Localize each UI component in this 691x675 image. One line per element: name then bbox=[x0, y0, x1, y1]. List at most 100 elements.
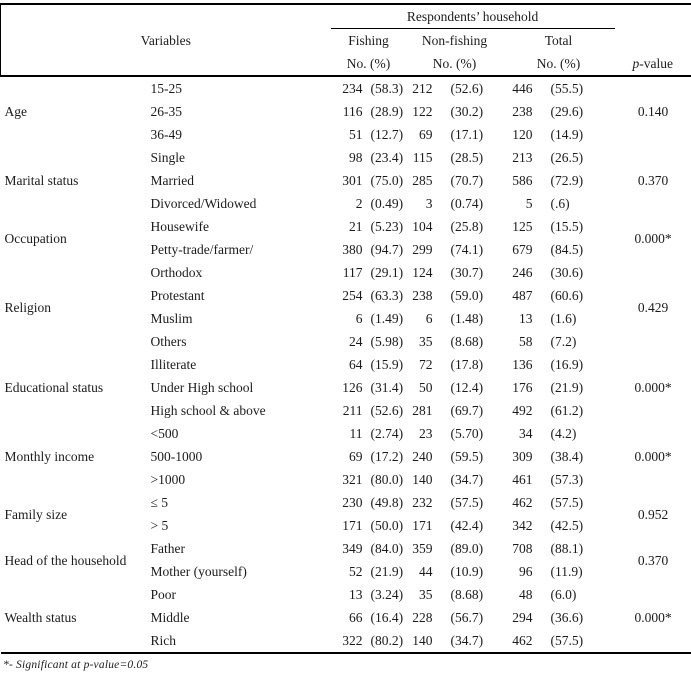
header-spacer bbox=[614, 4, 691, 29]
non-fishing-count: 35 bbox=[419, 334, 433, 349]
fishing-percent: (0.49) bbox=[370, 196, 404, 211]
total-count: 294 bbox=[512, 610, 533, 625]
fishing-count: 69 bbox=[349, 449, 363, 464]
fishing-count: 254 bbox=[342, 288, 363, 303]
non-fishing-count: 240 bbox=[412, 449, 433, 464]
category-label: Under High school bbox=[150, 380, 254, 395]
total-percent: (84.5) bbox=[550, 242, 584, 257]
total-count: 446 bbox=[512, 81, 533, 96]
non-fishing-percent: (56.7) bbox=[450, 610, 484, 625]
fishing-count: 117 bbox=[342, 265, 363, 280]
fishing-percent: (2.74) bbox=[370, 426, 404, 441]
category-label: Housewife bbox=[150, 219, 209, 234]
fishing-percent: (5.98) bbox=[370, 334, 404, 349]
table-row: Middle 66 (16.4) 228 (56.7) 294 (36.6) bbox=[1, 606, 691, 629]
group-label: Religion bbox=[4, 299, 52, 315]
non-fishing-percent: (10.9) bbox=[450, 564, 484, 579]
header-spacer bbox=[614, 28, 691, 52]
non-fishing-count: 6 bbox=[425, 311, 433, 326]
total-percent: (4.2) bbox=[550, 426, 577, 441]
non-fishing-count: 72 bbox=[419, 357, 433, 372]
fishing-percent: (63.3) bbox=[370, 288, 404, 303]
total-percent: (72.9) bbox=[550, 173, 584, 188]
fishing-percent: (29.1) bbox=[370, 265, 404, 280]
fishing-count: 171 bbox=[342, 518, 363, 533]
fishing-percent: (5.23) bbox=[370, 219, 404, 234]
total-count: 492 bbox=[512, 403, 533, 418]
fishing-count: 51 bbox=[349, 127, 363, 142]
group-label: Age bbox=[4, 104, 28, 119]
fishing-percent: (31.4) bbox=[370, 380, 404, 395]
total-count: 48 bbox=[519, 587, 533, 602]
fishing-header: Fishing bbox=[348, 33, 389, 48]
category-label: ≤ 5 bbox=[150, 495, 169, 510]
total-no-pct-header: No. (%) bbox=[502, 52, 615, 77]
total-percent: (38.4) bbox=[550, 449, 584, 464]
non-fishing-header: Non-fishing bbox=[421, 33, 488, 48]
fishing-count: 322 bbox=[342, 633, 363, 648]
fishing-count: 21 bbox=[349, 219, 363, 234]
category-label: Father bbox=[150, 541, 186, 556]
table-row: Age 15-25 234 (58.3) 212 (52.6) 446 (55.5) 0.140 bbox=[1, 76, 691, 119]
fishing-count: 321 bbox=[342, 472, 363, 487]
non-fishing-count: 359 bbox=[412, 541, 433, 556]
non-fishing-count: 50 bbox=[419, 380, 433, 395]
category-label: Mother (yourself) bbox=[150, 564, 247, 579]
total-count: 461 bbox=[512, 472, 533, 487]
significance-footnote: *- Significant at p-value=0.05 bbox=[3, 659, 149, 671]
total-percent: (30.6) bbox=[550, 265, 584, 280]
non-fishing-count: 238 bbox=[412, 288, 433, 303]
p-value: 0.952 bbox=[637, 506, 669, 522]
fishing-percent: (75.0) bbox=[370, 173, 404, 188]
table-row: Occupation Housewife 21 (5.23) 104 (25.8) 125 (… bbox=[1, 215, 691, 246]
total-percent: (11.9) bbox=[550, 564, 583, 579]
category-label: <500 bbox=[150, 426, 179, 441]
category-label: High school & above bbox=[150, 403, 266, 418]
total-percent: (14.9) bbox=[550, 127, 584, 142]
group-label: Occupation bbox=[4, 230, 67, 246]
category-label: Muslim bbox=[150, 311, 193, 326]
non-fishing-count: 281 bbox=[412, 403, 433, 418]
total-percent: (55.5) bbox=[550, 81, 584, 96]
fishing-count: 126 bbox=[342, 380, 363, 395]
p-value: 0.000* bbox=[634, 449, 672, 464]
p-value: 0.000* bbox=[634, 380, 672, 395]
total-percent: (7.2) bbox=[550, 334, 577, 349]
table-row: 26-35 116 (28.9) 122 (30.2) 238 (29.6) bbox=[1, 100, 691, 123]
total-count: 13 bbox=[519, 311, 533, 326]
non-fishing-percent: (30.7) bbox=[450, 265, 484, 280]
total-count: 136 bbox=[512, 357, 533, 372]
respondents-household-header: Respondents’ household bbox=[330, 4, 615, 29]
category-label: 26-35 bbox=[150, 104, 183, 119]
total-count: 58 bbox=[519, 334, 533, 349]
non-fishing-percent: (74.1) bbox=[450, 242, 484, 257]
p-value-header: p-value bbox=[614, 52, 691, 77]
table-row: Educational status Illiterate 64 (15.9) 72 (1… bbox=[1, 353, 691, 395]
non-fishing-count: 232 bbox=[412, 495, 433, 510]
fishing-count: 6 bbox=[355, 311, 363, 326]
table-row: 36-49 51 (12.7) 69 (17.1) 120 (14.9) bbox=[1, 123, 691, 146]
fishing-percent: (80.2) bbox=[370, 633, 404, 648]
category-label: > 5 bbox=[150, 518, 169, 533]
fishing-count: 24 bbox=[349, 334, 363, 349]
table-row: Others 24 (5.98) 35 (8.68) 58 (7.2) bbox=[1, 330, 691, 353]
non-fishing-percent: (42.4) bbox=[450, 518, 484, 533]
non-fishing-no-pct-header: No. (%) bbox=[406, 52, 503, 77]
non-fishing-count: 124 bbox=[412, 265, 433, 280]
non-fishing-percent: (70.7) bbox=[450, 173, 484, 188]
category-label: Single bbox=[150, 150, 186, 165]
total-count: 462 bbox=[512, 495, 533, 510]
category-label: 36-49 bbox=[150, 127, 183, 142]
non-fishing-percent: (12.4) bbox=[450, 380, 484, 395]
table-row: Wealth status Poor 13 (3.24) 35 (8.68) 48 (6.0)… bbox=[1, 583, 691, 625]
total-count: 487 bbox=[512, 288, 533, 303]
fishing-percent: (80.0) bbox=[370, 472, 404, 487]
non-fishing-percent: (89.0) bbox=[450, 541, 484, 556]
group-label: Educational status bbox=[4, 380, 104, 395]
table-row: Married 301 (75.0) 285 (70.7) 586 (72.9) bbox=[1, 169, 691, 192]
non-fishing-percent: (17.8) bbox=[450, 357, 484, 372]
non-fishing-percent: (0.74) bbox=[450, 196, 484, 211]
category-label: Protestant bbox=[150, 288, 205, 303]
total-count: 309 bbox=[512, 449, 533, 464]
non-fishing-percent: (1.48) bbox=[450, 311, 484, 326]
